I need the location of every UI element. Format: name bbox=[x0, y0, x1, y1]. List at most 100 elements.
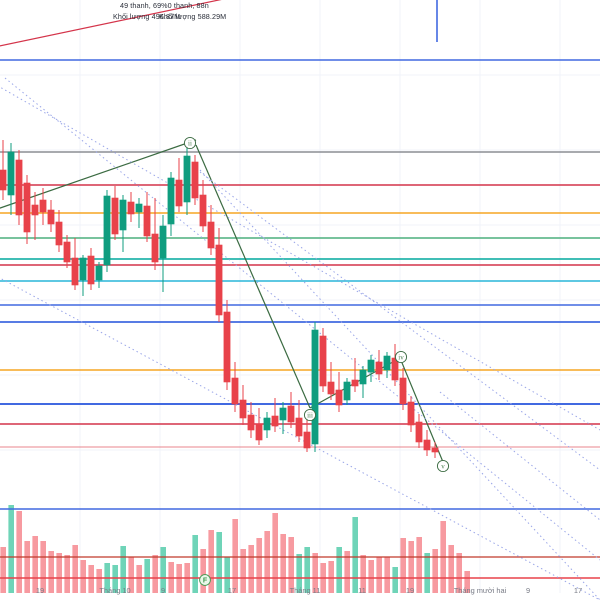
candle-body bbox=[359, 369, 367, 385]
x-axis-tick: 17 bbox=[573, 586, 583, 595]
wave-label-ii[interactable]: ii bbox=[183, 136, 197, 150]
horizontal-levels[interactable] bbox=[0, 59, 600, 579]
candle-body bbox=[303, 431, 311, 449]
volume-bar bbox=[264, 531, 270, 593]
wave-label-iv[interactable]: iv bbox=[394, 350, 408, 364]
x-axis-tick: Tháng 10 bbox=[99, 586, 131, 595]
volume-bar bbox=[296, 554, 302, 593]
volume-bar bbox=[72, 545, 78, 593]
candle-body bbox=[151, 233, 159, 263]
elliott-wave-ii-to-iii[interactable] bbox=[195, 144, 311, 409]
volume-bar bbox=[120, 546, 126, 593]
x-axis-tick: 19 bbox=[35, 586, 45, 595]
volume-bar bbox=[192, 535, 198, 593]
volume-bar bbox=[368, 560, 374, 593]
red-rising-trendline[interactable] bbox=[0, 0, 600, 48]
wave-label-text: v bbox=[441, 462, 445, 470]
candle-body bbox=[0, 169, 7, 191]
candle-body bbox=[287, 405, 295, 423]
flag-badge bbox=[199, 574, 211, 586]
volume-bar bbox=[160, 547, 166, 593]
volume-bar bbox=[0, 547, 6, 593]
candle-body bbox=[167, 177, 175, 225]
volume-bar bbox=[112, 565, 118, 593]
candle-body bbox=[351, 379, 359, 387]
volume-bar bbox=[248, 545, 254, 593]
wave-label-v[interactable]: v bbox=[436, 459, 450, 473]
volume-bar bbox=[16, 511, 22, 593]
candle-body bbox=[319, 335, 327, 387]
volume-bar bbox=[312, 553, 318, 593]
volume-bar bbox=[24, 541, 30, 593]
candle-body bbox=[279, 407, 287, 421]
fan-line-1[interactable] bbox=[0, 70, 600, 431]
candle-body bbox=[335, 389, 343, 406]
volume-bar bbox=[352, 517, 358, 593]
volume-bar bbox=[56, 553, 62, 593]
candle-body bbox=[263, 417, 271, 431]
candle-body bbox=[255, 423, 263, 441]
volume-bar bbox=[304, 547, 310, 593]
x-axis-time-scale[interactable]: 19 Tháng 10 9 17 Tháng 11 11 19 Tháng mười hai 9… bbox=[0, 586, 600, 600]
x-axis-tick: 9 bbox=[525, 586, 531, 595]
volume-bar bbox=[224, 557, 230, 593]
candle-body bbox=[143, 205, 151, 237]
fan-line-2[interactable] bbox=[4, 77, 600, 561]
candle-body bbox=[239, 399, 247, 419]
candle-body bbox=[431, 447, 439, 453]
candle-body bbox=[375, 361, 383, 375]
volume-bar bbox=[400, 538, 406, 593]
candle-body bbox=[415, 421, 423, 443]
candle-body bbox=[175, 179, 183, 207]
x-axis-tick: 17 bbox=[227, 586, 237, 595]
candle-body bbox=[15, 159, 23, 216]
volume-bar bbox=[408, 541, 414, 593]
x-axis-tick: 19 bbox=[405, 586, 415, 595]
volume-bar bbox=[208, 530, 214, 593]
candle-body bbox=[223, 311, 231, 383]
candle-body bbox=[367, 359, 375, 373]
candle-body bbox=[39, 199, 47, 213]
candle-body bbox=[63, 241, 71, 263]
volume-bar bbox=[448, 545, 454, 593]
wave-label-text: iv bbox=[398, 353, 404, 361]
volume-bar bbox=[456, 553, 462, 593]
candle-body bbox=[199, 194, 207, 227]
volume-bar bbox=[336, 547, 342, 593]
volume-bar bbox=[288, 537, 294, 593]
candle-body bbox=[383, 355, 391, 371]
volume-bar bbox=[424, 553, 430, 593]
volume-bar bbox=[136, 565, 142, 593]
volume-bar bbox=[96, 569, 102, 593]
fan-line-6[interactable] bbox=[439, 391, 600, 521]
candle-body bbox=[183, 155, 191, 203]
candle-body bbox=[191, 161, 199, 199]
candle-body bbox=[271, 415, 279, 427]
volume-bar bbox=[144, 559, 150, 593]
volume-bar bbox=[8, 505, 14, 593]
volume-bar bbox=[240, 549, 246, 593]
x-axis-tick: 9 bbox=[160, 586, 166, 595]
candle-body bbox=[55, 221, 63, 246]
volume-bar bbox=[32, 536, 38, 593]
candle-body bbox=[159, 225, 167, 259]
wave-badge bbox=[436, 459, 450, 473]
candle-body bbox=[231, 377, 239, 405]
candle-body bbox=[327, 381, 335, 395]
candle-body bbox=[47, 209, 55, 225]
candle-body bbox=[215, 244, 223, 316]
wave-label-iii[interactable]: iii bbox=[303, 408, 317, 422]
volume-bar bbox=[464, 571, 470, 593]
x-axis-tick: Tháng mười hai bbox=[453, 586, 507, 595]
volume-bar bbox=[344, 551, 350, 593]
candle-body bbox=[71, 257, 79, 286]
candle-body bbox=[79, 257, 87, 281]
candle-body bbox=[7, 151, 15, 196]
x-axis-tick: Tháng 11 bbox=[289, 586, 321, 595]
elliott-wave-iv-to-v[interactable] bbox=[399, 357, 444, 463]
candle-body bbox=[207, 221, 215, 249]
flag-marker[interactable]: F bbox=[199, 574, 211, 586]
